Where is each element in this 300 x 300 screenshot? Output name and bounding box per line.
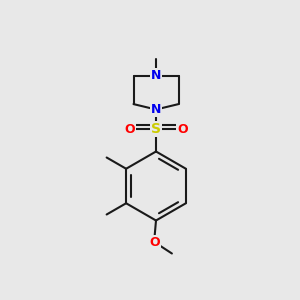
Text: S: S — [151, 122, 161, 136]
Text: N: N — [151, 69, 161, 82]
Text: O: O — [177, 122, 188, 136]
Text: N: N — [151, 103, 161, 116]
Text: O: O — [124, 122, 135, 136]
Text: O: O — [149, 236, 160, 249]
